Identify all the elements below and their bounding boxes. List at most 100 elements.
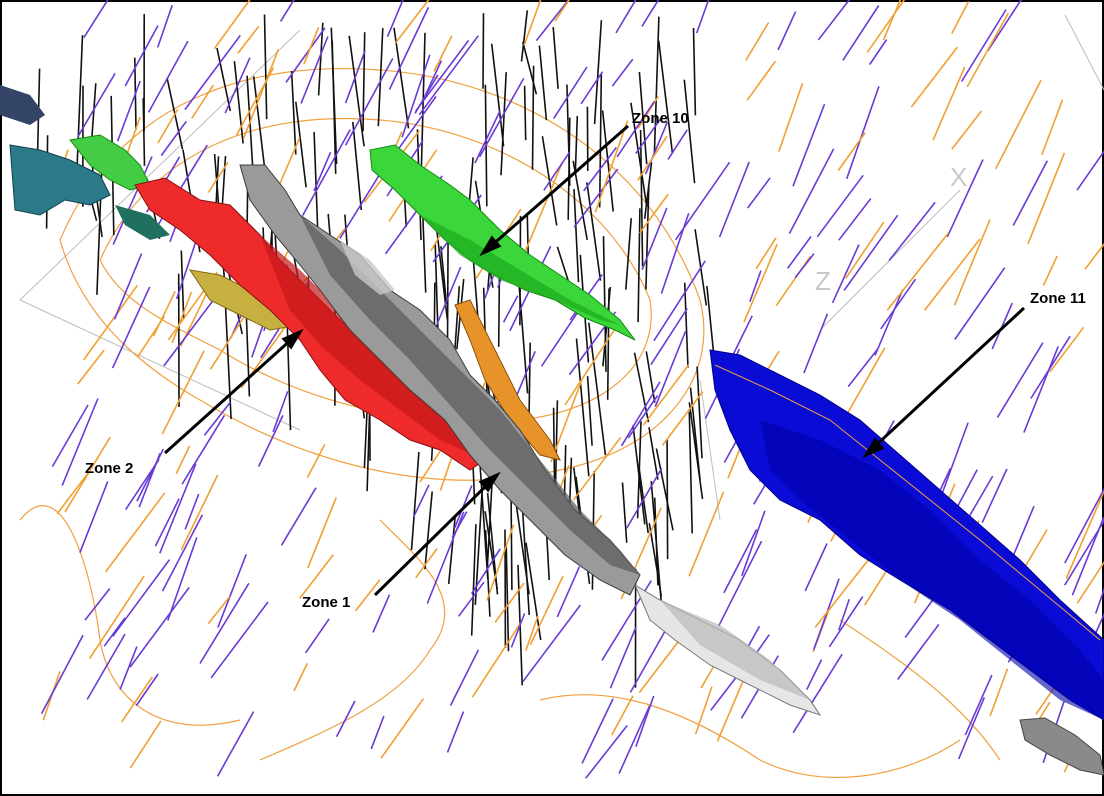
drillhole-segment bbox=[1094, 587, 1104, 614]
drillhole-segment bbox=[482, 13, 485, 89]
drillhole-segment bbox=[842, 5, 880, 61]
drillhole-segment bbox=[606, 288, 610, 400]
drillhole-segment bbox=[119, 646, 138, 690]
drillhole-segment bbox=[520, 10, 529, 62]
drillhole-segment bbox=[306, 444, 326, 478]
drillhole-segment bbox=[330, 27, 338, 164]
drillhole-segment bbox=[1093, 612, 1104, 637]
zone-orange-surface bbox=[454, 299, 561, 461]
drillhole-segment bbox=[814, 552, 875, 628]
drillhole-segment bbox=[718, 161, 750, 238]
drillhole-segment bbox=[111, 286, 151, 369]
drillhole-segment bbox=[137, 315, 166, 358]
drillhole-segment bbox=[181, 414, 226, 485]
drillhole-segment bbox=[866, 0, 906, 53]
zone-10-label: Zone 10 bbox=[632, 110, 689, 127]
drillhole-segment bbox=[154, 498, 180, 547]
drillhole-segment bbox=[837, 132, 866, 172]
drillhole-segment bbox=[747, 177, 771, 209]
drillhole-segment bbox=[981, 468, 1008, 524]
drillhole-segment bbox=[552, 27, 559, 89]
drillhole-segment bbox=[543, 151, 571, 191]
drillhole-segment bbox=[348, 35, 365, 147]
drillhole-segment bbox=[40, 634, 84, 714]
drillhole-segment bbox=[882, 0, 902, 41]
drillhole-segment bbox=[616, 100, 655, 158]
drillhole-segment bbox=[51, 404, 89, 468]
drillhole-segment bbox=[184, 34, 241, 111]
contour-line bbox=[839, 619, 1001, 761]
drillhole-segment bbox=[694, 686, 713, 735]
drillhole-segment bbox=[550, 379, 583, 463]
drillhole-segment bbox=[525, 542, 542, 641]
drillhole-segment bbox=[505, 544, 510, 652]
drillhole-segment bbox=[953, 219, 991, 306]
drillhole-segment bbox=[869, 39, 888, 65]
drillhole-segment bbox=[743, 243, 778, 323]
drillhole-segment bbox=[642, 364, 690, 426]
drillhole-segment bbox=[531, 65, 535, 170]
drillhole-segment bbox=[1030, 335, 1071, 399]
axis-x-label: X bbox=[950, 162, 967, 192]
drillhole-segment bbox=[615, 0, 637, 34]
drillhole-segment bbox=[635, 115, 664, 154]
drillhole-segment bbox=[845, 221, 885, 279]
drillhole-segment bbox=[410, 452, 420, 551]
drillhole-segment bbox=[370, 715, 385, 750]
drillhole-segment bbox=[1064, 519, 1104, 586]
drillhole-segment bbox=[494, 582, 525, 623]
drillhole-segment bbox=[538, 45, 548, 121]
zone-11-shade bbox=[760, 420, 1104, 720]
drillhole-segment bbox=[285, 27, 326, 83]
drillhole-segment bbox=[723, 529, 758, 594]
drillhole-segment bbox=[142, 98, 146, 166]
drillhole-segment bbox=[1023, 346, 1059, 433]
drillhole-segment bbox=[313, 151, 332, 192]
drillhole-segment bbox=[991, 302, 1014, 350]
drillhole-segment bbox=[112, 156, 153, 245]
drillhole-segment bbox=[377, 28, 384, 127]
drillhole-segment bbox=[954, 267, 1006, 340]
drillhole-segment bbox=[636, 421, 642, 519]
drillhole-segment bbox=[419, 446, 444, 483]
drillhole-segment bbox=[886, 232, 950, 311]
drillhole-segment bbox=[293, 663, 309, 692]
drillhole-segment bbox=[643, 162, 653, 219]
zone-11-label: Zone 11 bbox=[1030, 290, 1086, 307]
drillhole-segment bbox=[175, 445, 191, 474]
drillhole-segment bbox=[213, 0, 251, 50]
zone-1-label: Zone 1 bbox=[302, 594, 350, 611]
drillhole-segment bbox=[994, 79, 1042, 170]
drillhole-segment bbox=[792, 103, 826, 187]
drillhole-segment bbox=[717, 540, 763, 627]
drillhole-segment bbox=[923, 238, 981, 311]
drillhole-segment bbox=[103, 617, 126, 647]
drillhole-segment bbox=[794, 253, 815, 279]
drillhole-segment bbox=[635, 695, 655, 747]
drillhole-segment bbox=[660, 213, 690, 294]
drillhole-segment bbox=[167, 537, 198, 621]
drillhole-segment bbox=[113, 253, 143, 320]
drillhole-segment bbox=[424, 491, 433, 570]
drillhole-segment bbox=[433, 35, 453, 72]
drillhole-segment bbox=[1065, 489, 1104, 579]
drillhole-segment bbox=[621, 482, 628, 543]
drillhole-segment bbox=[987, 0, 1022, 52]
drillhole-segment bbox=[598, 74, 603, 208]
drillhole-segment bbox=[611, 58, 634, 87]
drillhole-segment bbox=[1076, 560, 1104, 604]
drillhole-segment bbox=[339, 171, 383, 239]
drillhole-segment bbox=[224, 57, 251, 114]
drillhole-segment bbox=[412, 484, 430, 518]
drillhole-segment bbox=[666, 438, 669, 560]
drillhole-segment bbox=[61, 398, 99, 486]
drillhole-segment bbox=[586, 182, 602, 281]
drillhole-segment bbox=[138, 452, 161, 508]
drillhole-segment bbox=[56, 469, 91, 515]
drillhole-segment bbox=[474, 110, 501, 164]
drillhole-segment bbox=[386, 0, 404, 38]
drillhole-segment bbox=[689, 387, 701, 481]
axis-z-label: Z bbox=[815, 266, 831, 296]
drillhole-segment bbox=[650, 308, 688, 366]
